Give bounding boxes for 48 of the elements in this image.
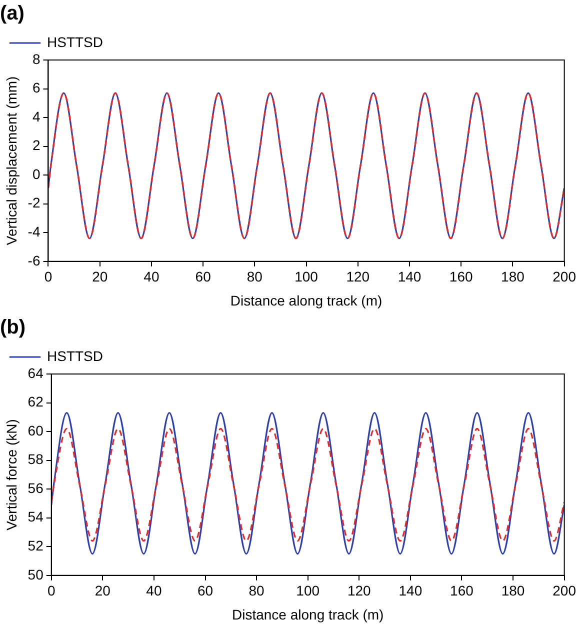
y-tick-label: 54	[28, 508, 44, 525]
x-tick-label: 60	[197, 582, 214, 599]
y-tick-label: 58	[28, 451, 44, 468]
y-tick-label: 62	[28, 394, 44, 410]
line-series	[51, 412, 564, 555]
x-tick-label: 0	[47, 582, 56, 599]
x-tick-label: 120	[346, 268, 370, 285]
y-tick-label: -4	[28, 223, 40, 240]
x-tick-label: 120	[347, 582, 372, 599]
x-tick-label: 160	[450, 582, 474, 599]
x-tick-label: 200	[552, 582, 576, 599]
y-axis-title: Vertical force (kN)	[3, 419, 20, 530]
line-series	[51, 428, 564, 542]
y-tick-label: 8	[32, 50, 40, 67]
legend-label: HSTTSD	[47, 34, 103, 50]
y-tick-label: 64	[28, 364, 44, 381]
x-tick-label: 40	[144, 268, 160, 285]
y-tick-label: 6	[32, 80, 40, 96]
x-tick-label: 160	[449, 268, 473, 285]
x-tick-label: 20	[92, 268, 108, 285]
line-series	[48, 92, 564, 240]
y-tick-label: -2	[28, 194, 40, 211]
x-tick-label: 140	[398, 582, 422, 599]
y-tick-label: 0	[32, 166, 40, 182]
x-tick-label: 80	[246, 268, 263, 285]
y-tick-label: 50	[28, 566, 44, 582]
x-tick-label: 40	[146, 582, 162, 599]
x-axis-title: Distance along track (m)	[232, 606, 384, 622]
y-tick-label: 52	[28, 537, 44, 554]
y-tick-label: 56	[28, 480, 44, 496]
x-tick-label: 100	[294, 268, 318, 285]
y-axis-title: Vertical displacement (mm)	[3, 76, 20, 246]
x-axis-title: Distance along track (m)	[230, 292, 382, 308]
chart-title: (a)	[0, 2, 24, 25]
x-tick-label: 180	[501, 582, 525, 599]
x-tick-label: 200	[552, 268, 576, 285]
x-tick-label: 80	[248, 582, 265, 599]
y-tick-label: -6	[28, 252, 40, 268]
x-tick-label: 180	[501, 268, 525, 285]
legend-label: HSTTSD	[47, 348, 103, 364]
y-tick-label: 60	[28, 422, 44, 438]
x-tick-label: 140	[398, 268, 422, 285]
y-tick-label: 2	[32, 137, 40, 154]
x-tick-label: 100	[296, 582, 320, 599]
x-tick-label: 60	[195, 268, 212, 285]
y-tick-label: 4	[32, 108, 40, 124]
x-tick-label: 20	[94, 582, 111, 599]
chart-title: (b)	[0, 316, 26, 339]
